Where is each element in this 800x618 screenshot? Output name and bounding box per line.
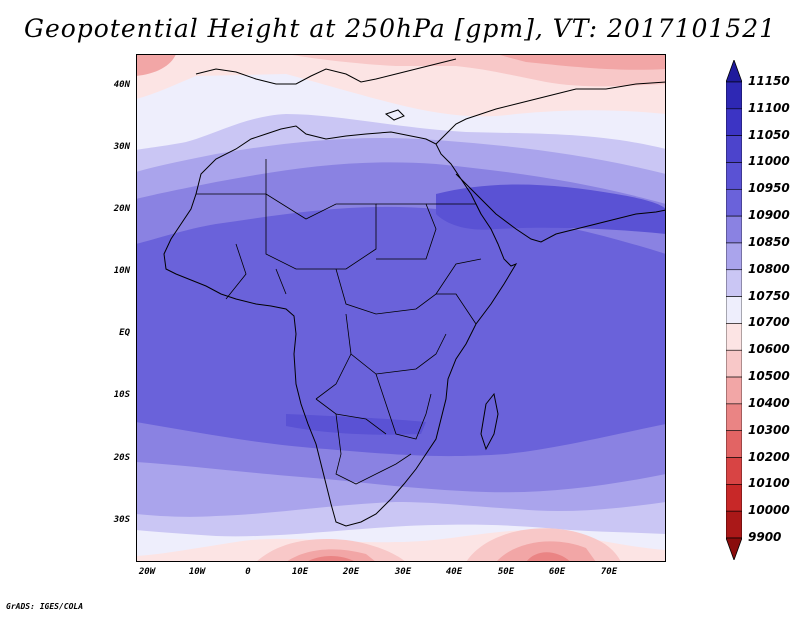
colorbar-swatch [725, 135, 743, 163]
lon-label-20w: 20W [138, 567, 156, 577]
colorbar-swatch [725, 430, 743, 458]
lat-label-30s: 30S [113, 515, 130, 525]
colorbar-swatch [725, 188, 743, 217]
lat-label-30n: 30N [113, 142, 130, 152]
contour-map [136, 54, 666, 562]
colorbar-bottom-arrow [725, 537, 743, 562]
lat-label-20s: 20S [113, 453, 130, 463]
colorbar-level-label: 11000 [748, 154, 790, 169]
colorbar-level-label: 10400 [748, 395, 790, 410]
colorbar-level-label: 10500 [748, 369, 790, 384]
colorbar-swatch [725, 323, 743, 351]
lon-label-0: 0 [245, 567, 251, 577]
colorbar-graphic [725, 58, 743, 562]
colorbar-swatch [725, 403, 743, 432]
lon-label-30e: 30E [394, 567, 412, 577]
lon-label-60e: 60E [548, 567, 566, 577]
height-field-bands [136, 54, 666, 562]
lon-label-50e: 50E [497, 567, 515, 577]
colorbar [725, 58, 743, 564]
colorbar-level-label: 10600 [748, 342, 790, 357]
colorbar-swatch [725, 269, 743, 297]
colorbar-level-label: 10300 [748, 422, 790, 437]
colorbar-swatch [725, 215, 743, 244]
lon-label-40e: 40E [445, 567, 463, 577]
colorbar-level-label: 10800 [748, 261, 790, 276]
lat-label-40n: 40N [113, 80, 130, 90]
colorbar-level-label: 10100 [748, 476, 790, 491]
grads-credit: GrADS: IGES/COLA [6, 602, 84, 611]
lon-label-10w: 10W [188, 567, 206, 577]
colorbar-swatch [725, 484, 743, 512]
lat-label-10s: 10S [113, 390, 130, 400]
colorbar-swatch [725, 242, 743, 271]
colorbar-level-label: 11050 [748, 127, 790, 142]
colorbar-level-label: 10700 [748, 315, 790, 330]
colorbar-swatch [725, 457, 743, 485]
colorbar-top-arrow [725, 58, 743, 83]
colorbar-swatch [725, 510, 743, 539]
lat-label-eq: EQ [119, 328, 130, 338]
country-borders [196, 159, 482, 485]
lon-label-70e: 70E [600, 567, 618, 577]
colorbar-level-label: 11100 [748, 100, 790, 115]
colorbar-level-label: 11150 [748, 74, 790, 88]
colorbar-swatch [725, 296, 743, 324]
colorbar-swatch [725, 108, 743, 136]
lat-label-10n: 10N [113, 266, 130, 276]
colorbar-swatch [725, 376, 743, 405]
colorbar-level-label: 10750 [748, 288, 790, 303]
map-title: Geopotential Height at 250hPa [gpm], VT:… [23, 14, 777, 43]
lat-label-20n: 20N [113, 204, 130, 214]
colorbar-level-label: 9900 [748, 530, 782, 544]
colorbar-swatch [725, 349, 743, 378]
colorbar-swatch [725, 81, 743, 110]
colorbar-swatch [725, 162, 743, 190]
colorbar-level-label: 10850 [748, 234, 790, 249]
map-plot-area [136, 54, 666, 562]
colorbar-level-label: 10200 [748, 449, 790, 464]
colorbar-level-label: 10000 [748, 503, 790, 518]
lon-label-20e: 20E [342, 567, 360, 577]
lon-label-10e: 10E [291, 567, 309, 577]
colorbar-level-label: 10950 [748, 181, 790, 196]
colorbar-level-label: 10900 [748, 208, 790, 223]
